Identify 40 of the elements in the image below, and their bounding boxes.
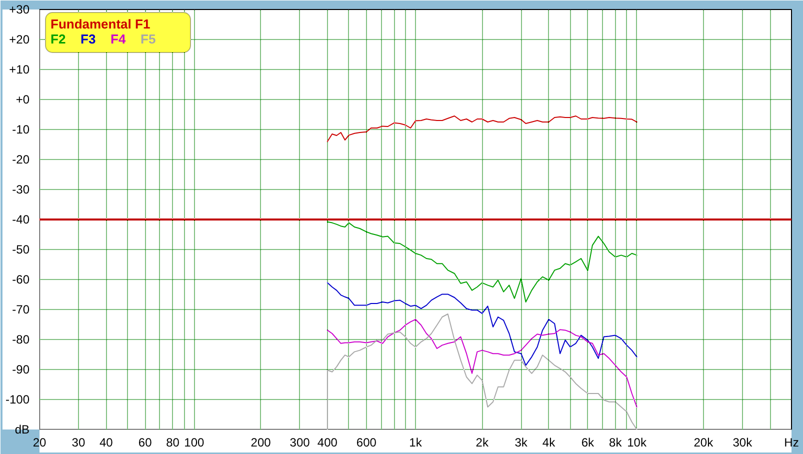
x-tick-label: 1k bbox=[409, 436, 423, 450]
y-tick-label: -60 bbox=[12, 272, 30, 286]
x-tick-label: 8k bbox=[609, 436, 623, 450]
x-tick-label: 10k bbox=[627, 436, 648, 450]
x-tick-label: 30 bbox=[72, 436, 86, 450]
x-axis-title: Hz bbox=[784, 436, 799, 450]
x-tick-label: 20 bbox=[32, 436, 46, 450]
y-tick-label: -100 bbox=[5, 392, 30, 406]
y-axis-title: dB bbox=[14, 422, 30, 436]
y-tick-label: +0 bbox=[16, 92, 30, 106]
x-tick-label: 300 bbox=[290, 436, 310, 450]
x-tick-label: 3k bbox=[514, 436, 528, 450]
y-tick-label: -70 bbox=[12, 302, 30, 316]
text: F3 bbox=[80, 32, 96, 46]
y-tick-label: -20 bbox=[12, 152, 30, 166]
y-tick-label: -80 bbox=[12, 332, 30, 346]
text: F5 bbox=[140, 32, 156, 46]
x-tick-label: 4k bbox=[542, 436, 556, 450]
y-tick-label: +20 bbox=[9, 32, 30, 46]
y-tick-label: -50 bbox=[12, 242, 30, 256]
x-tick-label: 40 bbox=[99, 436, 114, 450]
y-tick-label: -10 bbox=[12, 122, 30, 136]
x-tick-label: 80 bbox=[166, 436, 180, 450]
x-tick-label: 400 bbox=[317, 436, 338, 450]
x-tick-label: 60 bbox=[138, 436, 152, 450]
y-tick-label: +10 bbox=[9, 62, 30, 76]
y-tick-label: -30 bbox=[12, 182, 30, 196]
x-tick-label: 600 bbox=[356, 436, 377, 450]
x-tick-label: 6k bbox=[581, 436, 596, 450]
x-tick-label: 100 bbox=[184, 436, 205, 450]
text: Fundamental F1 bbox=[50, 16, 150, 32]
y-tick-label: +30 bbox=[9, 2, 30, 16]
x-tick-label: 200 bbox=[250, 436, 272, 450]
text: F4 bbox=[110, 32, 126, 46]
x-tick-label: 2k bbox=[476, 436, 490, 450]
x-tick-label: 20k bbox=[694, 436, 714, 450]
y-tick-label: -40 bbox=[12, 212, 30, 226]
y-tick-label: -90 bbox=[12, 362, 30, 376]
x-tick-label: 30k bbox=[732, 436, 754, 450]
text: F2 bbox=[50, 32, 66, 46]
